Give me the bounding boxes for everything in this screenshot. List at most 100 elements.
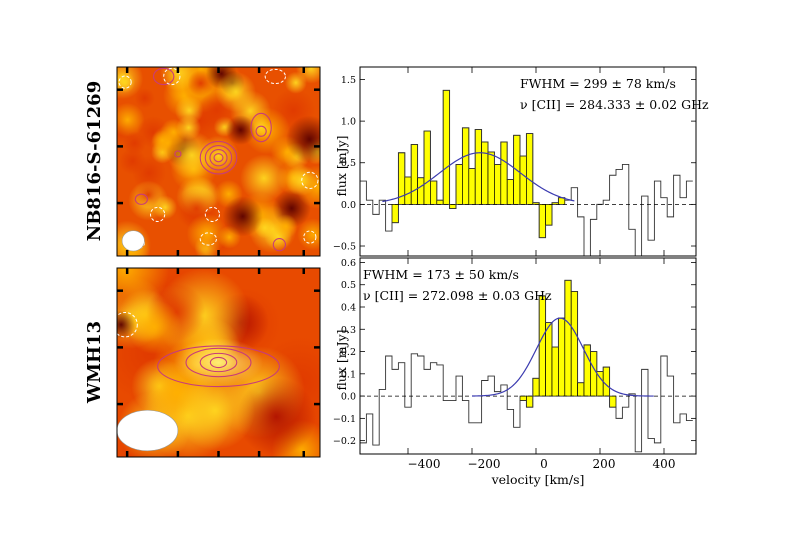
frequency-annotation-nb816: ν [CII] = 284.333 ± 0.02 GHz [520, 97, 709, 112]
spectrum-bar [474, 129, 482, 205]
map-intensity-blob [284, 71, 307, 94]
positive-contour [209, 149, 228, 167]
map-intensity-blob [297, 218, 320, 251]
source-label-nb816: NB816-S-61269 [84, 81, 105, 241]
y-tick-label: 0.4 [341, 303, 356, 314]
y-tick-label: −0.1 [333, 414, 356, 425]
plot-frame [359, 66, 697, 257]
map-intensity-blob [117, 67, 144, 100]
source-label-wmh13: WMH13 [84, 321, 105, 404]
positive-contour [157, 345, 280, 388]
spectrum-bar [602, 366, 610, 397]
spectrum-bar [545, 204, 553, 226]
spectrum-bar [436, 199, 444, 205]
map-intensity-blob [222, 196, 263, 237]
spectrum-bar [577, 382, 585, 397]
spectrum-bar [494, 164, 502, 205]
spectrum-bar [481, 141, 489, 205]
spectrum-panel-wmh13: 0.6 0.5 0.4 0.3 0.2 0.1 0.0 −0.1 −0.2 [333, 257, 697, 455]
plot-frame [359, 257, 697, 455]
x-tick-labels: −400 −200 0 200 400 [408, 457, 676, 471]
positive-contour [152, 67, 175, 86]
y-tick-label: 0.1 [341, 369, 356, 380]
positive-contour [199, 140, 238, 175]
map-intensity-blob [117, 310, 136, 339]
gaussian-fit-line [471, 317, 654, 397]
spectrum-bar [538, 204, 546, 239]
map-intensity-blob [174, 370, 255, 451]
y-tick-label: 0.3 [341, 325, 356, 336]
negative-contour [199, 232, 217, 246]
negative-contour [264, 68, 286, 85]
spectrum-bar [455, 164, 463, 205]
x-tick-label: 400 [653, 457, 676, 471]
map-panel-wmh13 [117, 268, 320, 457]
spectrum-bar [538, 295, 546, 397]
y-axis-label-top: flux [mJy] [334, 135, 349, 196]
y-tick-label: 0.0 [341, 200, 356, 211]
y-tick-label: 0.2 [341, 347, 356, 358]
beam-ellipse [121, 230, 145, 252]
map-intensity-blob [285, 115, 320, 163]
spectrum-bar [570, 291, 578, 397]
positive-contour [134, 193, 149, 205]
spectrum-bar [506, 179, 514, 205]
map-ticks-wmh13 [117, 268, 320, 457]
spectrum-bar [449, 204, 457, 209]
spectrum-bar [558, 317, 566, 397]
spectrum-bar [519, 395, 527, 401]
map-intensity-blob [176, 115, 202, 141]
spectrum-bar [391, 204, 399, 224]
y-tick-label: −0.2 [333, 436, 356, 447]
x-tick-label: −400 [408, 457, 441, 471]
spectrum-bar [500, 141, 508, 205]
fwhm-annotation-wmh13: FWHM = 173 ± 50 km/s [363, 267, 519, 282]
y-tick-label: 0.0 [341, 392, 356, 403]
map-intensity-blob [225, 115, 256, 145]
map-intensity-blob [186, 213, 228, 255]
positive-contour [185, 347, 252, 378]
spectrum-bar [442, 89, 450, 205]
gaussian-fit-line [382, 152, 575, 203]
map-intensity-blob [187, 70, 214, 97]
frequency-annotation-wmh13: ν [CII] = 272.098 ± 0.03 GHz [363, 288, 552, 303]
x-tick-label: −200 [468, 457, 501, 471]
y-tick-label: −0.5 [333, 242, 356, 253]
map-intensity-blob [135, 182, 161, 208]
spectrum-bar [590, 351, 598, 397]
map-ticks-nb816 [117, 67, 320, 256]
negative-contour [163, 67, 181, 86]
x-axis-label: velocity [km/s] [491, 472, 585, 487]
positive-contour [213, 153, 224, 163]
map-intensity-blob [131, 155, 167, 190]
spectrum-bar [404, 176, 412, 205]
y-tick-label: 0.5 [341, 158, 356, 169]
negative-contour [204, 206, 221, 223]
positive-contour [204, 144, 233, 171]
beam-ellipse [117, 409, 179, 452]
spectrum-bar [417, 177, 425, 205]
spectrum-bar [545, 322, 553, 397]
spectrum-bar [487, 151, 495, 205]
y-axis-label-bottom: flux [mJy] [334, 329, 349, 390]
negative-contour [118, 75, 132, 89]
map-panel-nb816 [117, 67, 320, 256]
positive-contour [209, 356, 228, 369]
y-tick-label: 1.0 [341, 117, 356, 128]
map-intensity-blob [117, 268, 170, 313]
negative-contour [301, 171, 319, 190]
negative-contour [303, 230, 317, 244]
spectrum-bar [410, 144, 418, 205]
spectrum-panel-nb816: 1.5 1.0 0.5 0.0 −0.5 [333, 66, 697, 257]
map-intensity-blob [126, 299, 182, 355]
y-tick-label: 0.5 [341, 280, 356, 291]
positive-contour [174, 150, 182, 158]
y-tick-label: 0.6 [341, 258, 356, 269]
spectrum-bar [526, 133, 534, 205]
negative-contour [149, 206, 166, 223]
spectrum-step-line [360, 89, 693, 257]
spectrum-bar [462, 127, 470, 205]
negative-contour [117, 312, 138, 338]
map-intensity-blob [215, 71, 257, 113]
